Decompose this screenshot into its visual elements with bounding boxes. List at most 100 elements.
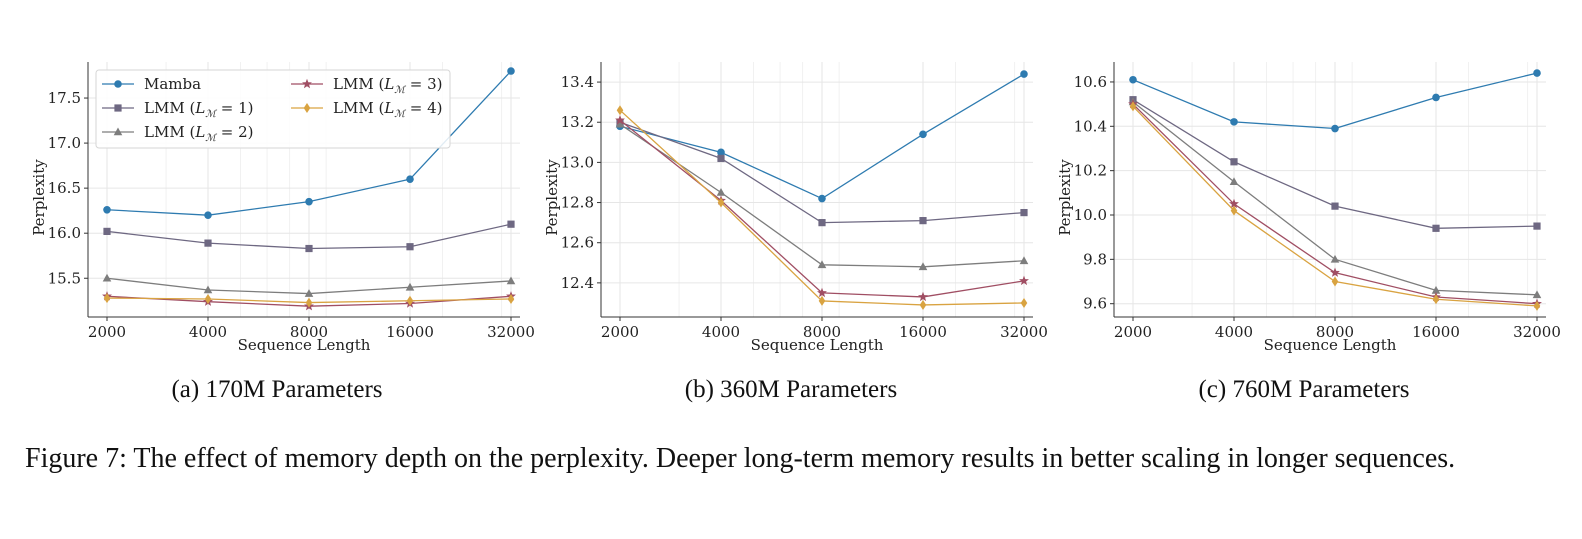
point-lmm2-a — [304, 289, 314, 297]
series-lmm1-a — [103, 220, 515, 253]
y-tick-label-a: 16.5 — [48, 179, 81, 197]
point-lmm1-c — [1432, 224, 1440, 232]
point-mamba-a — [305, 197, 313, 206]
series-lmm4-b — [616, 105, 1028, 310]
point-lmm4-a — [204, 293, 212, 304]
x-tick-label-c: 2000 — [1114, 323, 1152, 341]
point-mamba-c — [1230, 118, 1238, 126]
point-mamba-b — [717, 148, 725, 157]
point-mamba-a — [406, 175, 414, 183]
point-lmm4-a — [507, 293, 515, 304]
legend-marker-lmm1 — [114, 104, 122, 112]
point-lmm2-b — [817, 260, 827, 269]
point-mamba-c — [1533, 69, 1541, 77]
point-lmm2-b — [615, 119, 625, 128]
point-lmm2-a — [102, 273, 112, 282]
y-tick-label-b: 12.8 — [561, 194, 594, 212]
point-mamba-a — [507, 67, 515, 75]
point-lmm1-a — [305, 244, 313, 253]
legend-marker-mamba — [114, 80, 122, 88]
point-lmm4-a — [103, 293, 111, 304]
subfigure-caption-a: (a) 170M Parameters — [171, 376, 383, 403]
x-tick-label-b: 8000 — [803, 323, 841, 341]
y-tick-label-a: 15.5 — [48, 269, 81, 287]
point-lmm2-c — [1532, 290, 1542, 299]
x-tick-label-b: 32000 — [1000, 323, 1048, 341]
point-mamba-b — [1020, 70, 1028, 78]
x-tick-label-b: 2000 — [601, 323, 639, 341]
legend-label-lmm1: LMM (Lℳ = 1) — [144, 99, 253, 120]
point-lmm1-a — [204, 239, 212, 247]
series-lmm2-c — [1128, 97, 1542, 299]
point-lmm2-b — [1019, 256, 1029, 265]
point-lmm2-b — [918, 262, 928, 271]
y-tick-label-a: 17.5 — [48, 89, 81, 107]
series-lmm2-b — [615, 119, 1029, 271]
y-tick-label-c: 9.8 — [1083, 250, 1107, 268]
x-axis-label-b: Sequence Length — [751, 336, 884, 354]
point-lmm4-b — [1020, 297, 1028, 308]
point-lmm1-a — [406, 243, 414, 251]
point-lmm1-b — [717, 154, 725, 162]
x-tick-label-b: 16000 — [899, 323, 947, 341]
x-tick-label-c: 16000 — [1412, 323, 1460, 341]
legend-label-mamba: Mamba — [144, 75, 201, 93]
legend-entry-lmm2: LMM (Lℳ = 2) — [102, 123, 253, 144]
x-tick-label-a: 2000 — [88, 323, 126, 341]
x-tick-label-c: 8000 — [1316, 323, 1354, 341]
point-lmm2-a — [506, 276, 516, 285]
subfigure-caption-c: (c) 760M Parameters — [1198, 376, 1410, 403]
x-tick-label-c: 4000 — [1215, 323, 1253, 341]
point-lmm2-b — [716, 188, 726, 196]
point-lmm2-c — [1330, 254, 1340, 263]
point-lmm1-a — [103, 227, 111, 235]
point-lmm1-a — [507, 220, 515, 228]
point-lmm4-c — [1432, 294, 1440, 305]
series-mamba-c — [1129, 69, 1541, 133]
point-lmm4-b — [919, 299, 927, 310]
x-tick-label-b: 4000 — [702, 323, 740, 341]
legend-entry-lmm4: LMM (Lℳ = 4) — [291, 99, 442, 120]
chart-panel-c: 2000 4000 8000 16000 32000 9.6 9.8 10.0 10.2 10.4… — [1056, 62, 1561, 354]
legend-label-lmm3: LMM (Lℳ = 3) — [333, 75, 442, 96]
legend-entry-mamba: Mamba — [102, 75, 201, 93]
x-axis-label-c: Sequence Length — [1264, 336, 1397, 354]
point-lmm1-c — [1230, 158, 1238, 166]
y-tick-label-a: 17.0 — [48, 134, 81, 152]
point-mamba-a — [204, 211, 212, 219]
y-tick-label-a: 16.0 — [48, 224, 81, 242]
point-lmm2-a — [203, 285, 213, 294]
subfigure-caption-b: (b) 360M Parameters — [684, 376, 898, 403]
series-lmm4-a — [103, 293, 515, 308]
legend-entry-lmm1: LMM (Lℳ = 1) — [102, 99, 253, 120]
x-tick-label-a: 4000 — [189, 323, 227, 341]
point-lmm4-a — [305, 297, 313, 308]
y-tick-label-b: 13.0 — [561, 153, 594, 171]
series-lmm2-a — [102, 273, 516, 297]
y-axis-label-b: Perplexity — [543, 159, 561, 236]
y-tick-label-b: 12.6 — [561, 234, 594, 252]
point-lmm2-c — [1431, 285, 1441, 294]
chart-panel-a: 2000 4000 8000 16000 32000 15.5 16.0 16.5 17.0 17… — [30, 62, 535, 354]
y-tick-label-b: 12.4 — [561, 274, 594, 292]
y-tick-label-c: 9.6 — [1083, 295, 1107, 313]
point-lmm3-b — [1019, 275, 1029, 286]
point-lmm3-c — [1229, 198, 1239, 209]
legend-marker-lmm3 — [302, 78, 312, 89]
point-mamba-a — [103, 205, 111, 214]
y-tick-label-c: 10.6 — [1074, 73, 1107, 91]
point-lmm3-b — [918, 291, 928, 302]
x-tick-label-a: 16000 — [386, 323, 434, 341]
legend-entry-lmm3: LMM (Lℳ = 3) — [291, 75, 442, 96]
legend-marker-lmm4 — [303, 103, 311, 113]
point-lmm4-b — [717, 197, 725, 208]
legend-label-lmm4: LMM (Lℳ = 4) — [333, 99, 442, 120]
point-lmm4-c — [1533, 300, 1541, 311]
point-lmm3-b — [817, 287, 827, 298]
legend-label-lmm2: LMM (Lℳ = 2) — [144, 123, 253, 144]
x-axis-label-a: Sequence Length — [238, 336, 371, 354]
x-tick-label-c: 32000 — [1513, 323, 1561, 341]
series-lmm4-c — [1129, 101, 1541, 311]
y-tick-label-b: 13.2 — [561, 113, 594, 131]
